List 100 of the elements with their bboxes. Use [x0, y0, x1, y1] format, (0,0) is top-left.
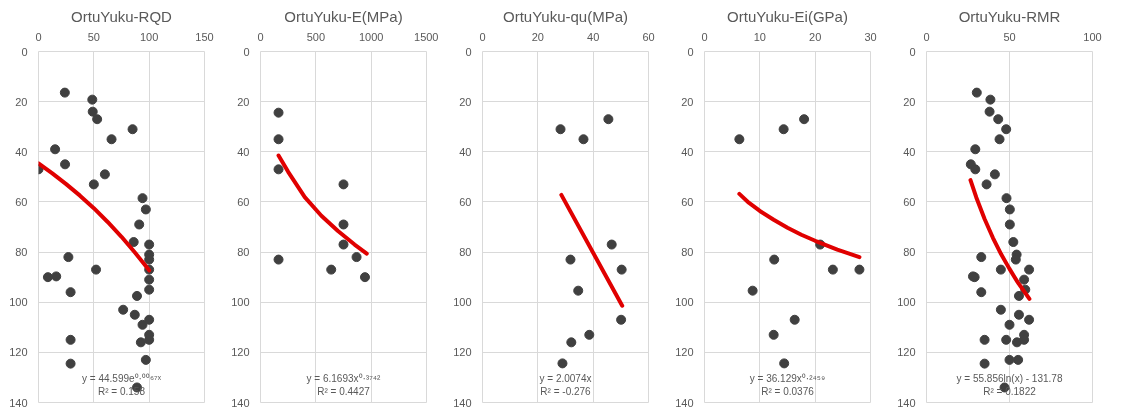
point	[1024, 314, 1035, 325]
y-tick-label: 40	[459, 145, 472, 158]
point	[63, 252, 74, 263]
point	[359, 272, 370, 283]
point	[273, 254, 284, 265]
point	[779, 358, 790, 369]
annotation: R² = 0.158	[98, 385, 146, 397]
y-tick-label: 40	[681, 145, 694, 158]
y-tick-label: 60	[15, 195, 28, 208]
annotation: y = 6.1693x⁰·³⁷⁴²	[306, 372, 382, 384]
point	[573, 285, 584, 296]
point	[1004, 319, 1015, 330]
x-tick-label: 20	[531, 30, 544, 43]
point	[981, 179, 992, 190]
x-tick-label: 1500	[414, 30, 439, 43]
annotation: y = 2.0074x	[539, 372, 592, 384]
point	[87, 94, 98, 105]
point	[985, 94, 996, 105]
point	[60, 159, 71, 170]
line-series	[968, 178, 1032, 301]
point	[131, 290, 142, 301]
point	[135, 337, 146, 348]
point	[118, 304, 129, 315]
point	[1004, 219, 1015, 230]
point	[979, 358, 990, 369]
y-tick-label: 40	[237, 145, 250, 158]
point	[769, 254, 780, 265]
annotation: y = 44.599e⁰·⁰⁰⁶⁷ˣ	[82, 372, 162, 384]
point	[92, 114, 103, 125]
point	[129, 309, 140, 320]
y-tick-label: 60	[903, 195, 916, 208]
point	[584, 329, 595, 340]
point	[970, 144, 981, 155]
annotation: R² = 0.0376	[761, 385, 815, 397]
point	[1001, 334, 1012, 345]
y-tick-label: 120	[897, 346, 916, 359]
x-tick-label: 100	[1083, 30, 1102, 43]
x-tick-label: 40	[587, 30, 600, 43]
point	[1004, 354, 1015, 365]
x-tick-label: 0	[701, 30, 708, 43]
point	[1013, 309, 1024, 320]
x-tick-label: 20	[809, 30, 822, 43]
point	[994, 134, 1005, 145]
point	[1024, 264, 1035, 275]
point	[144, 274, 155, 285]
chart-title: OrtuYuku-E(MPa)	[284, 7, 403, 25]
point	[565, 254, 576, 265]
point	[778, 124, 789, 135]
point	[1011, 337, 1022, 348]
x-tick-label: 10	[753, 30, 766, 43]
y-tick-label: 120	[231, 346, 250, 359]
point	[1013, 290, 1024, 301]
point	[970, 164, 981, 175]
y-tick-label: 140	[453, 396, 472, 409]
x-tick-label: 0	[479, 30, 486, 43]
y-tick-label: 140	[9, 396, 28, 409]
y-tick-label: 80	[681, 246, 694, 259]
point	[555, 124, 566, 135]
point	[566, 337, 577, 348]
point	[87, 106, 98, 117]
x-tick-label: 0	[923, 30, 930, 43]
y-tick-label: 80	[459, 246, 472, 259]
point	[1019, 274, 1030, 285]
point	[1008, 237, 1019, 248]
annotation: y = 36.129x⁰·²⁴⁵⁹	[749, 372, 826, 384]
point	[1001, 193, 1012, 204]
x-tick-label: 500	[306, 30, 326, 43]
x-tick-label: 0	[257, 30, 264, 43]
point	[106, 134, 117, 145]
point	[993, 114, 1004, 125]
line-series	[737, 191, 862, 260]
y-tick-label: 140	[231, 396, 250, 409]
point	[789, 314, 800, 325]
point	[140, 204, 151, 215]
point	[557, 358, 568, 369]
y-tick-label: 40	[903, 145, 916, 158]
point	[578, 134, 589, 145]
point	[827, 264, 838, 275]
y-tick-label: 0	[687, 45, 694, 58]
y-tick-label: 60	[681, 195, 694, 208]
point	[99, 169, 110, 180]
chart-title: OrtuYuku-RQD	[71, 7, 173, 25]
point	[854, 264, 865, 275]
y-tick-label: 0	[465, 45, 472, 58]
y-tick-label: 120	[675, 346, 694, 359]
point	[51, 271, 62, 282]
point	[144, 239, 155, 250]
point	[799, 114, 810, 125]
annotation: R² = -0.276	[540, 385, 592, 397]
y-tick-label: 60	[459, 195, 472, 208]
x-tick-label: 0	[35, 30, 42, 43]
y-tick-label: 120	[9, 346, 28, 359]
point	[616, 264, 627, 275]
y-tick-label: 0	[909, 45, 916, 58]
y-tick-label: 120	[453, 346, 472, 359]
point	[603, 114, 614, 125]
point	[65, 358, 76, 369]
y-tick-label: 0	[21, 45, 28, 58]
point	[976, 252, 987, 263]
point	[1004, 204, 1015, 215]
